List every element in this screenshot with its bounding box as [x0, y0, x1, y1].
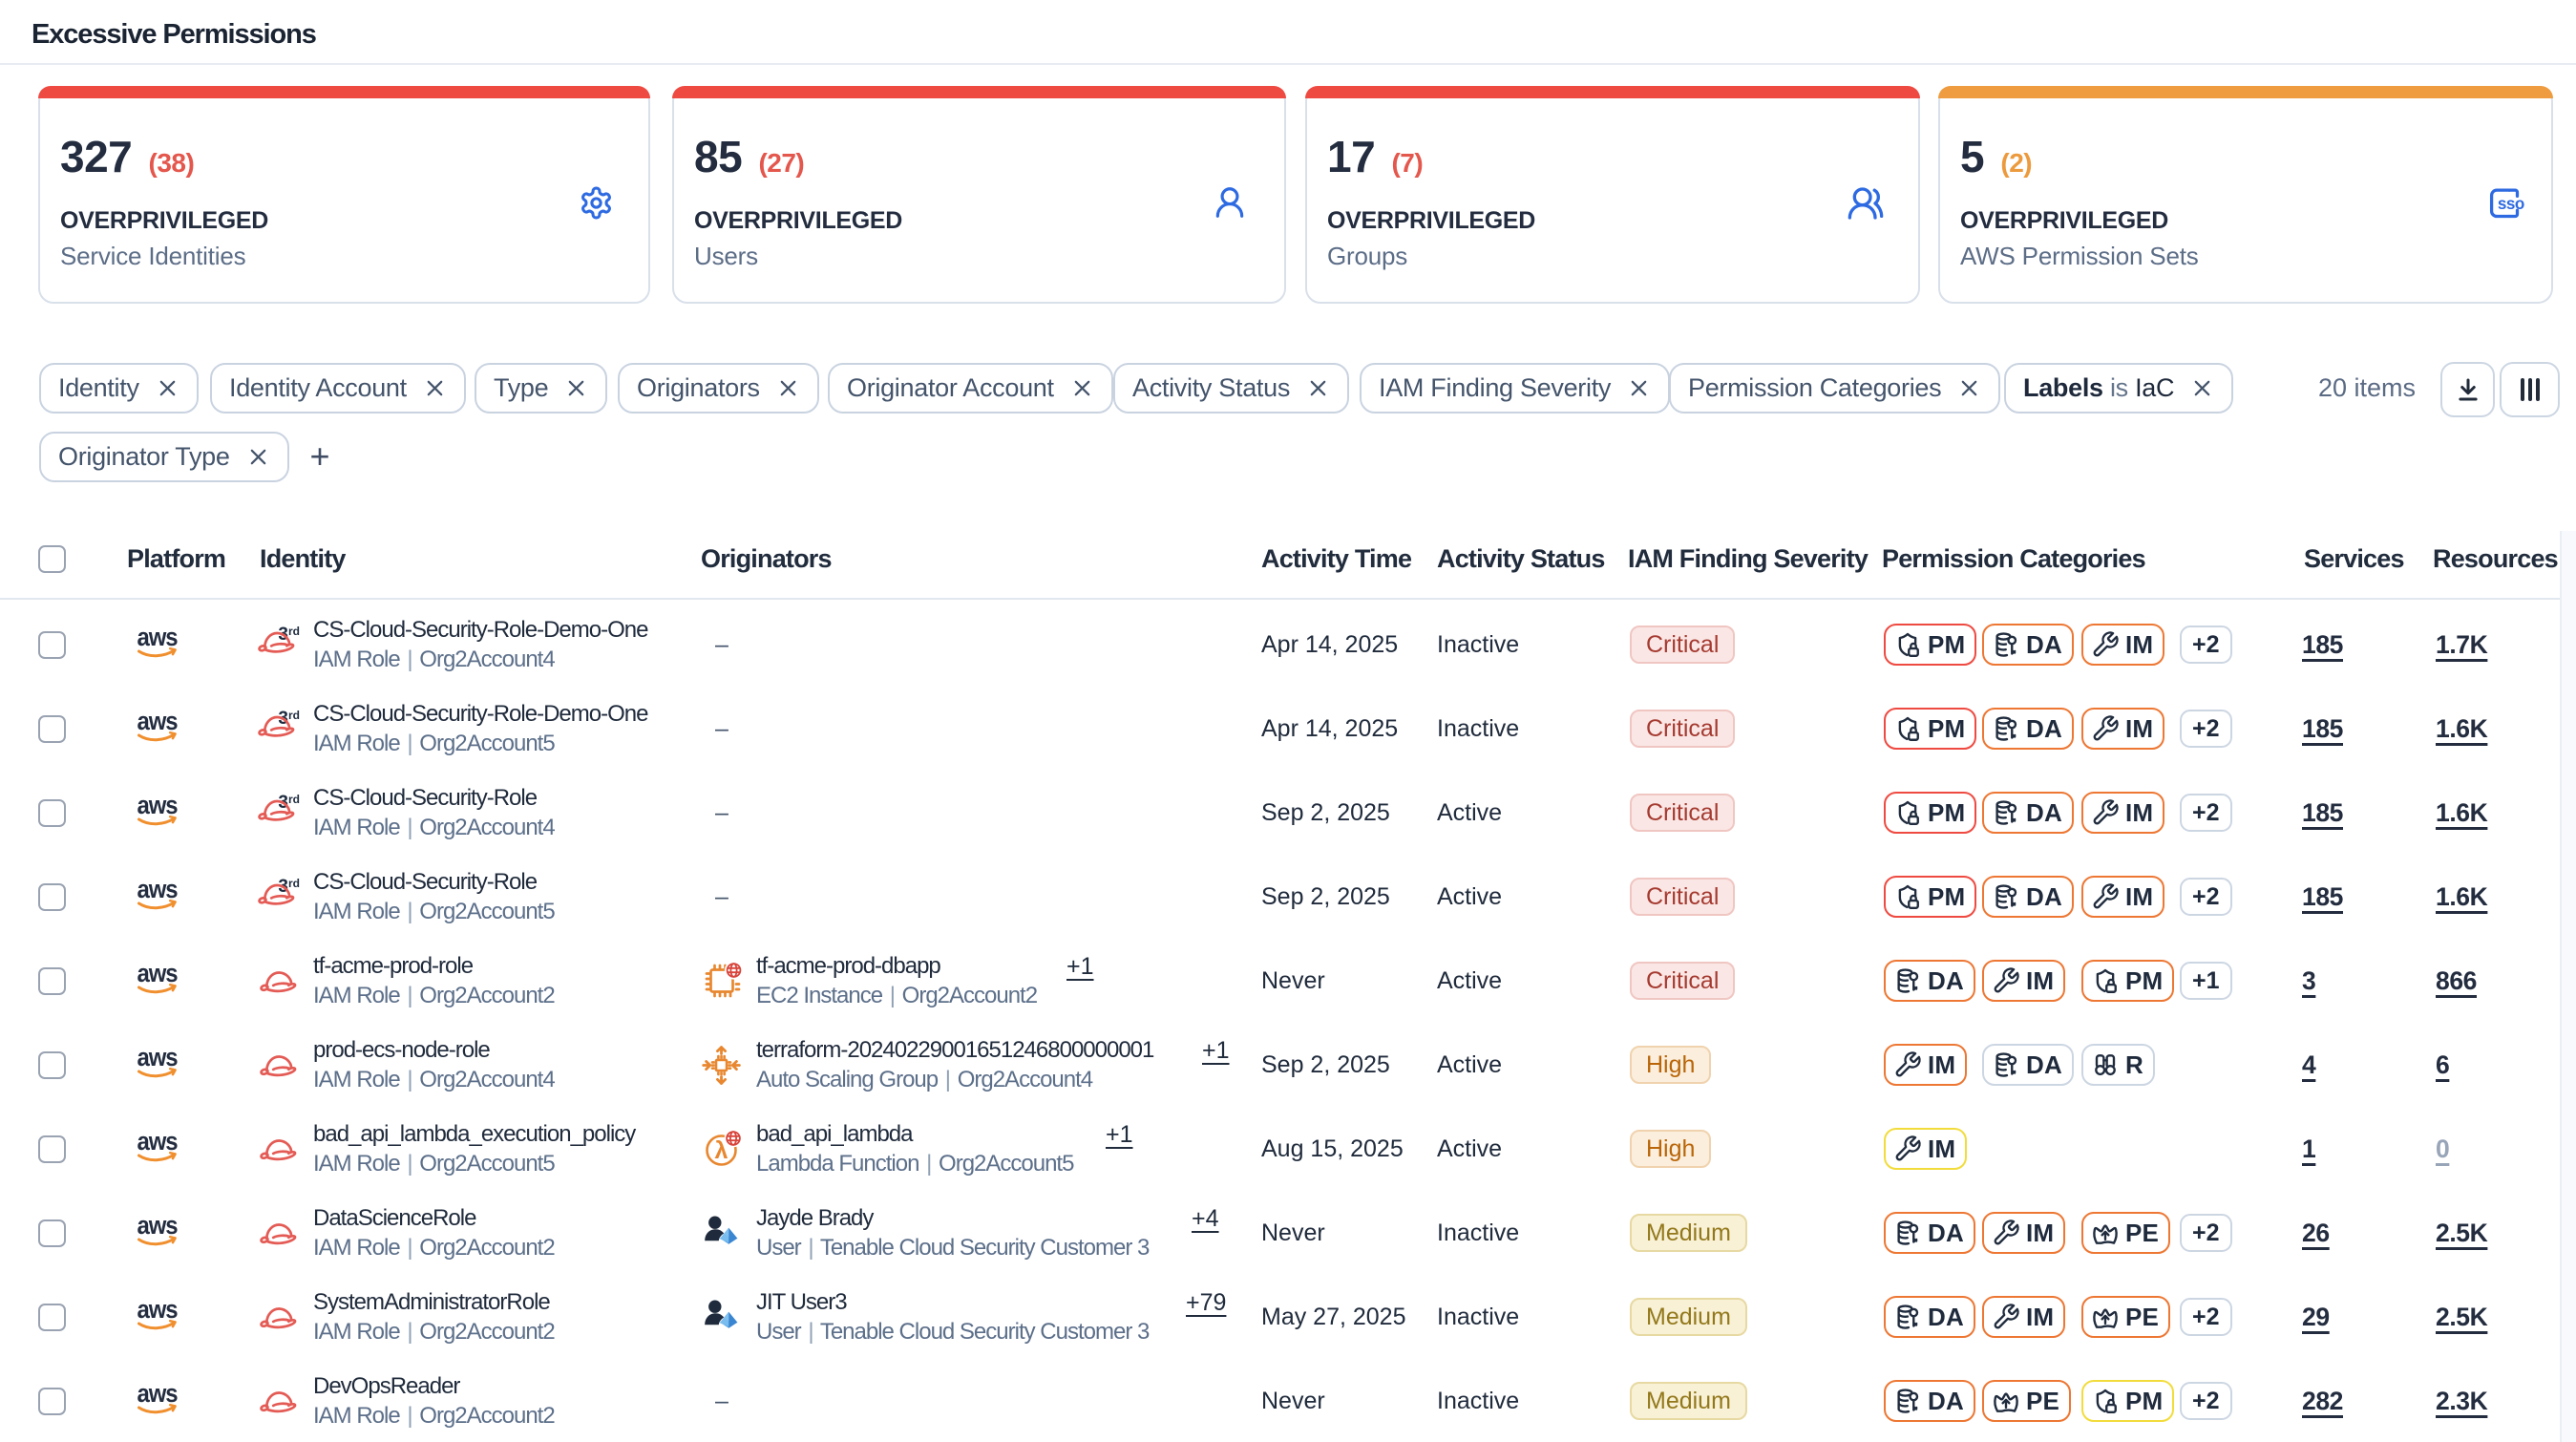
- svg-text:aws: aws: [137, 880, 178, 903]
- svg-text:aws: aws: [137, 1301, 178, 1324]
- svg-text:aws: aws: [137, 1217, 178, 1240]
- svg-text:aws: aws: [137, 712, 178, 735]
- svg-text:aws: aws: [137, 1133, 178, 1156]
- svg-text:aws: aws: [137, 965, 178, 987]
- svg-text:aws: aws: [137, 628, 178, 651]
- svg-text:sso: sso: [2498, 195, 2524, 213]
- svg-text:λ: λ: [715, 1137, 728, 1164]
- svg-text:aws: aws: [137, 796, 178, 819]
- svg-text:aws: aws: [137, 1049, 178, 1071]
- svg-text:aws: aws: [137, 1385, 178, 1408]
